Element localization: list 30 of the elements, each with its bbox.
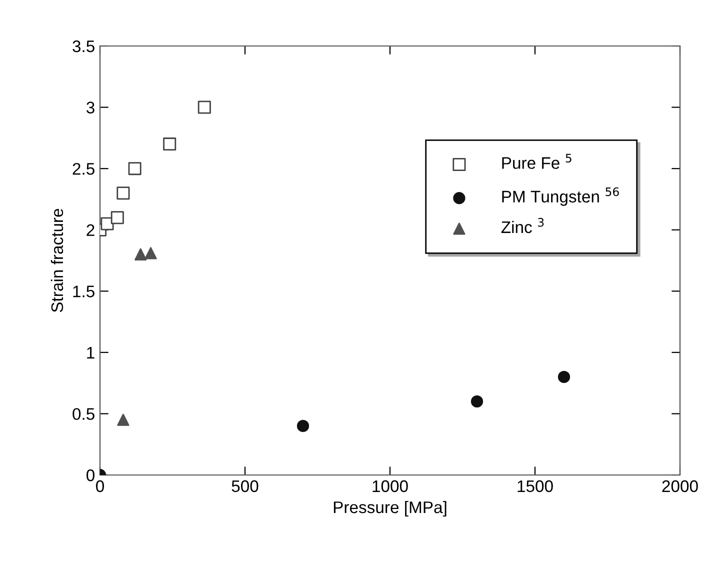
y-tick-label: 2.5 — [72, 162, 94, 175]
legend-label: Pure Fe $^{5}$ — [502, 154, 572, 169]
point — [134, 248, 147, 260]
legend-label: Zinc $^{3}$ — [501, 218, 544, 234]
x-axis-title: Pressure [MPa] — [334, 500, 446, 516]
y-tick-label: 3.5 — [72, 40, 94, 52]
point — [128, 162, 142, 176]
x-tick-label: 500 — [232, 480, 258, 492]
y-tick-label: 0.5 — [72, 408, 94, 420]
point — [144, 247, 157, 260]
point — [100, 217, 114, 230]
point — [558, 370, 570, 384]
point — [163, 138, 176, 151]
y-tick-label: 1 — [87, 347, 94, 358]
x-tick-label: 2000 — [662, 480, 698, 492]
point — [296, 420, 310, 432]
point — [470, 395, 484, 408]
legend-label: PM Tungsten $^{56}$ — [502, 187, 619, 206]
point — [116, 186, 130, 200]
point — [110, 211, 124, 224]
y-tick-label: 0 — [86, 469, 94, 482]
y-tick-label: 2 — [86, 224, 94, 236]
y-tick-label: 1.5 — [73, 286, 94, 298]
y-tick-label: 3 — [86, 102, 94, 114]
point — [117, 414, 130, 426]
y-axis-title: Strain fracture — [50, 208, 64, 312]
x-tick-label: 0 — [96, 480, 104, 492]
x-tick-label: 1000 — [372, 480, 408, 492]
x-tick-label: 1500 — [518, 480, 553, 492]
point — [198, 100, 211, 114]
